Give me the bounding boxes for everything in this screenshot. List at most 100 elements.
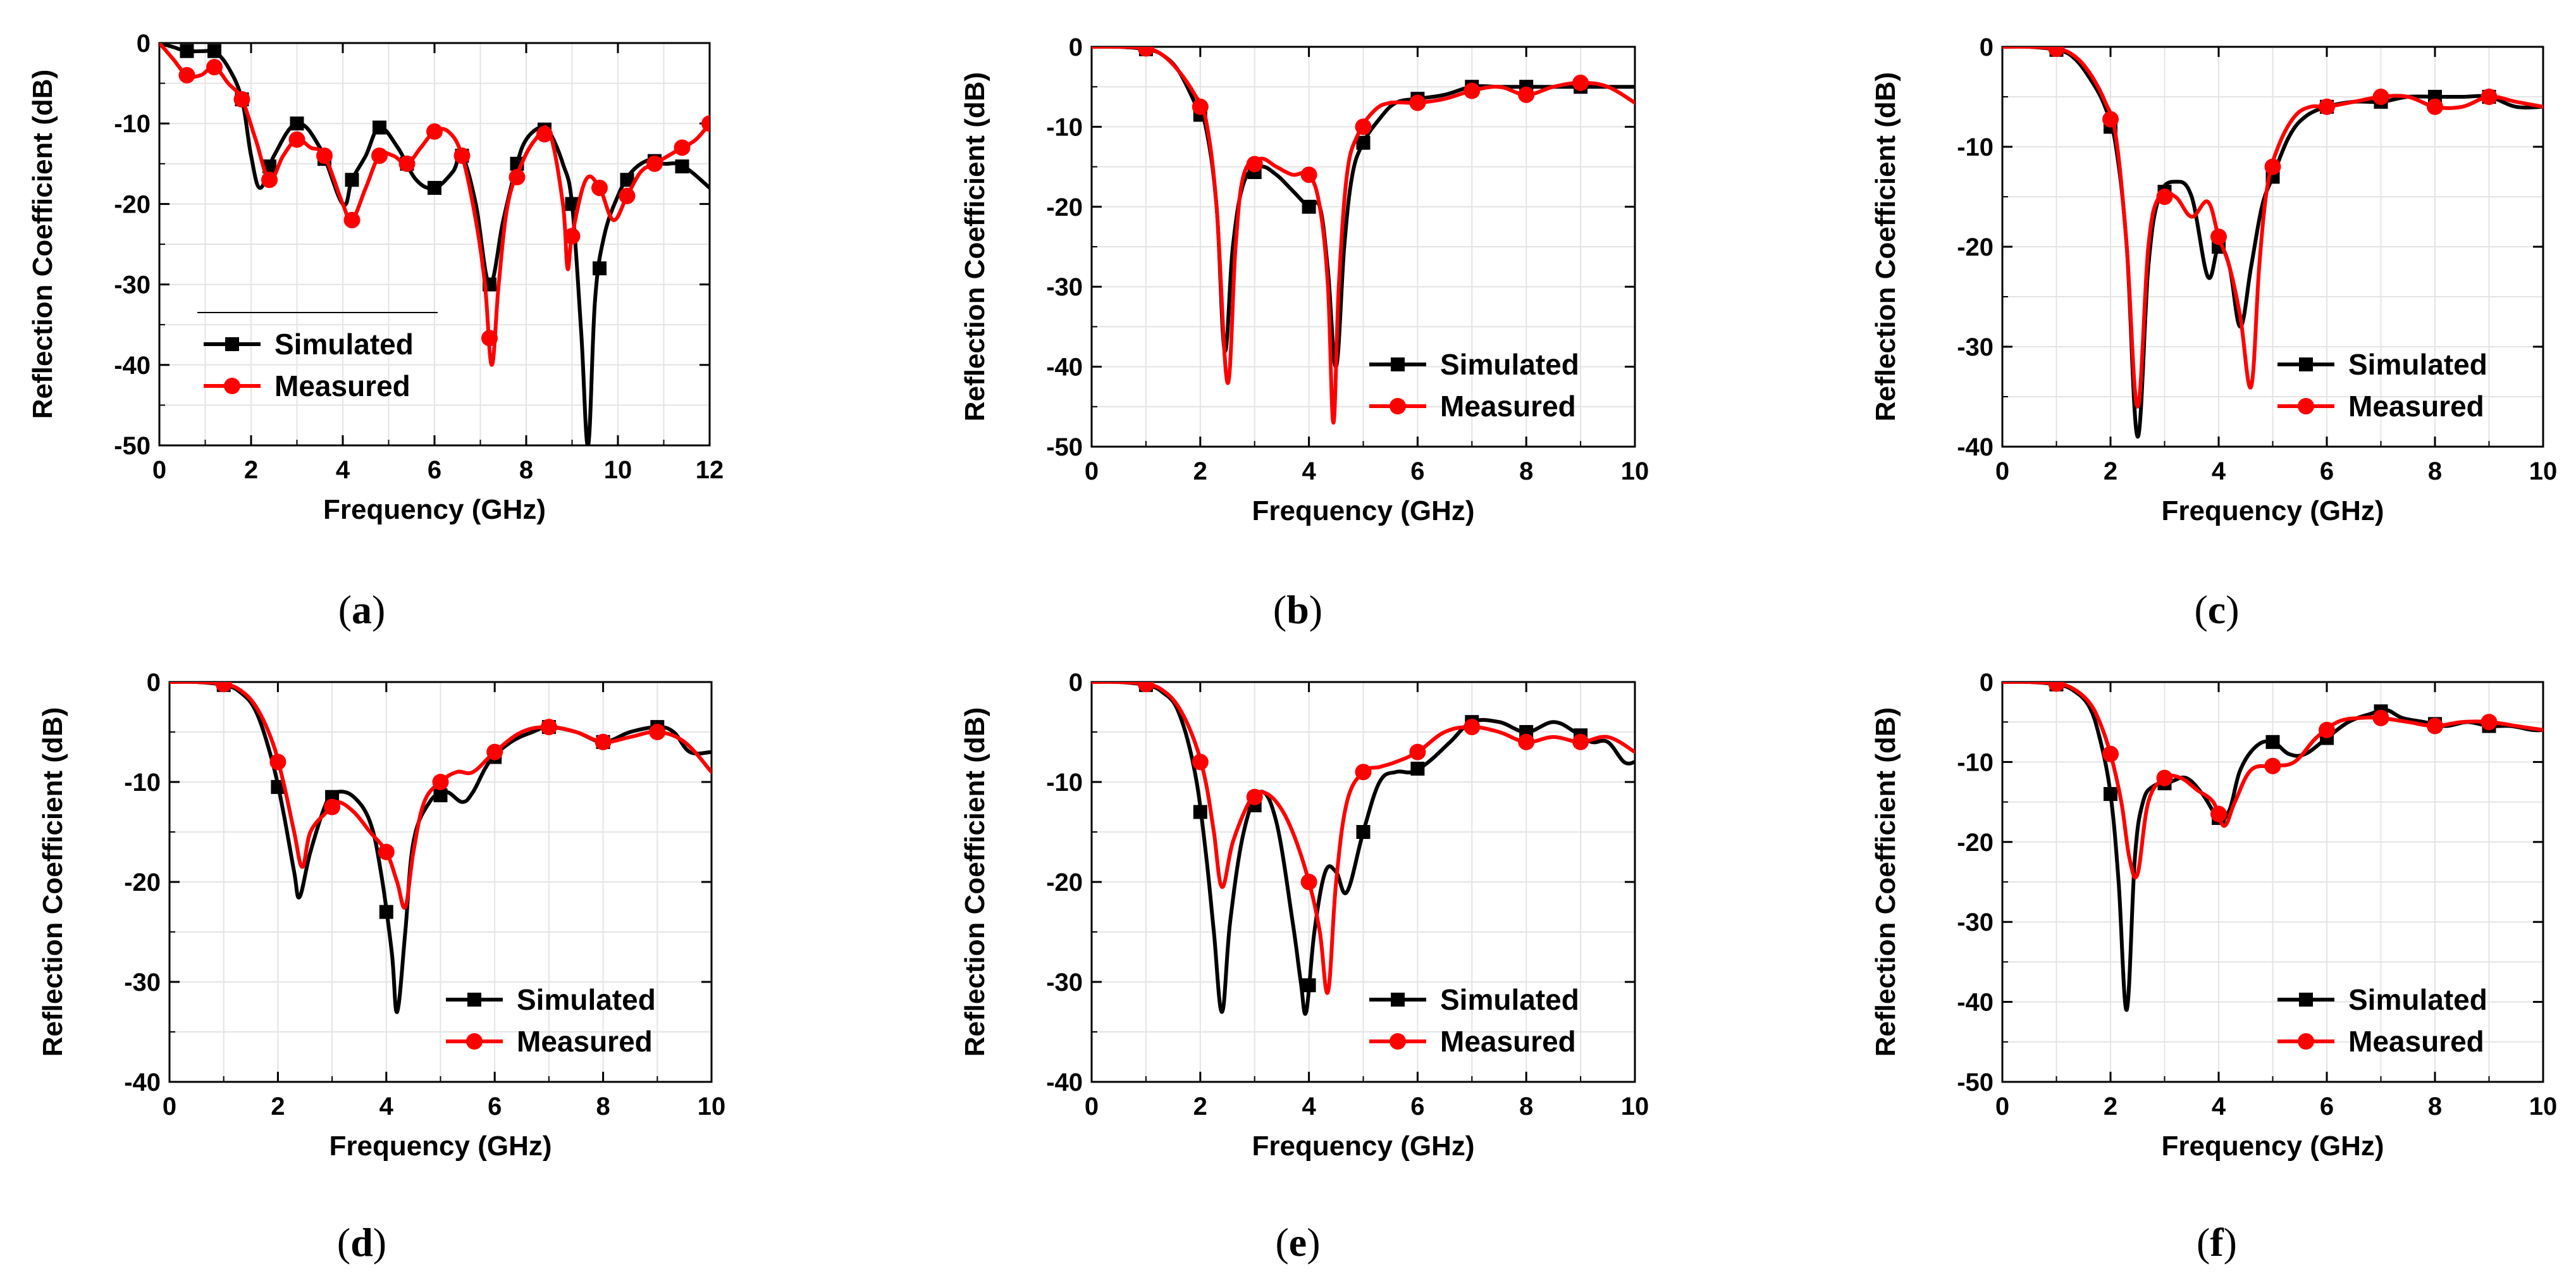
legend-label-measured: Measured bbox=[2348, 390, 2484, 423]
legend-marker-circle bbox=[2298, 398, 2314, 414]
x-tick-label: 0 bbox=[1995, 1093, 2009, 1120]
x-tick-label: 10 bbox=[2529, 457, 2558, 485]
y-tick-label: -40 bbox=[1957, 989, 1994, 1017]
x-tick-label: 10 bbox=[2529, 1093, 2558, 1120]
data-point-circle bbox=[1137, 47, 1154, 57]
data-point-circle bbox=[206, 59, 223, 76]
data-point-circle bbox=[2102, 111, 2119, 128]
chart-d-legend: Simulated Measured bbox=[446, 983, 656, 1058]
data-point-square bbox=[1356, 825, 1371, 839]
data-point-circle bbox=[2210, 228, 2227, 245]
x-tick-label: 2 bbox=[1193, 457, 1207, 485]
data-point-square bbox=[565, 197, 579, 211]
data-point-circle bbox=[1464, 82, 1481, 99]
data-point-circle bbox=[486, 743, 503, 760]
legend-label-measured: Measured bbox=[517, 1025, 653, 1058]
y-axis-label: Reflection Coefficient (dB) bbox=[959, 707, 990, 1057]
x-tick-label: 10 bbox=[698, 1093, 726, 1120]
y-axis-label: Reflection Coefficient (dB) bbox=[1870, 707, 1901, 1057]
legend-label-simulated: Simulated bbox=[1440, 983, 1579, 1016]
y-tick-label: -20 bbox=[1957, 233, 1994, 261]
data-point-circle bbox=[536, 126, 553, 143]
x-tick-label: 2 bbox=[244, 456, 258, 484]
data-point-circle bbox=[1572, 74, 1589, 91]
data-point-square bbox=[620, 173, 634, 187]
chart-e-legend: Simulated Measured bbox=[1369, 983, 1579, 1058]
y-tick-label: -40 bbox=[1957, 433, 1994, 461]
data-point-circle bbox=[646, 155, 663, 172]
y-axis-label: Reflection Coefficient (dB) bbox=[27, 70, 58, 419]
chart-f-grid bbox=[2002, 681, 2544, 1083]
data-point-circle bbox=[2156, 769, 2173, 786]
legend-label-simulated: Simulated bbox=[517, 983, 656, 1016]
y-tick-label: 0 bbox=[137, 30, 151, 58]
y-tick-label: -10 bbox=[124, 769, 161, 797]
data-point-circle bbox=[2210, 805, 2227, 822]
y-tick-label: -20 bbox=[1046, 869, 1083, 896]
data-point-circle bbox=[649, 724, 666, 740]
x-tick-label: 8 bbox=[2428, 457, 2442, 485]
legend-label-simulated: Simulated bbox=[274, 328, 414, 361]
x-tick-label: 0 bbox=[1995, 457, 2009, 485]
x-tick-label: 6 bbox=[1410, 457, 1424, 485]
legend-marker-square bbox=[2299, 993, 2313, 1007]
data-point-circle bbox=[2048, 47, 2065, 58]
chart-a: 0 2 4 6 8 10 12 0 -10 -20 -30 -40 -50 Frequency (GHz)… bbox=[27, 30, 724, 632]
x-tick-label: 4 bbox=[2212, 457, 2226, 485]
y-tick-label: -40 bbox=[1046, 354, 1083, 382]
data-point-circle bbox=[233, 91, 250, 108]
data-point-circle bbox=[453, 147, 471, 164]
chart-f: 0 2 4 6 8 10 0 -10 -20 -30 -40 -50 Frequency (GHz) Re… bbox=[1870, 669, 2557, 1265]
data-point-circle bbox=[261, 171, 278, 189]
data-point-circle bbox=[1409, 94, 1426, 111]
data-point-square bbox=[2265, 735, 2280, 749]
y-tick-label: -50 bbox=[114, 432, 151, 460]
data-point-circle bbox=[564, 228, 581, 245]
series-line-simulated bbox=[1092, 682, 1635, 1016]
y-tick-label: 0 bbox=[1980, 34, 1994, 61]
x-tick-label: 8 bbox=[2428, 1093, 2442, 1120]
data-point-circle bbox=[1409, 743, 1426, 760]
y-axis-label: Reflection Coefficient (dB) bbox=[1870, 72, 1901, 421]
data-point-circle bbox=[343, 211, 361, 228]
data-point-circle bbox=[540, 719, 557, 736]
data-point-square bbox=[433, 788, 448, 803]
data-point-square bbox=[428, 180, 441, 195]
x-tick-label: 6 bbox=[428, 456, 441, 484]
data-point-square bbox=[373, 120, 386, 135]
data-point-circle bbox=[481, 330, 498, 347]
x-tick-label: 2 bbox=[2104, 1093, 2117, 1120]
chart-d-series-measured bbox=[169, 682, 712, 910]
data-point-circle bbox=[1300, 166, 1317, 183]
series-line-measured bbox=[2002, 682, 2543, 880]
chart-b-grid bbox=[1091, 46, 1636, 447]
x-tick-label: 2 bbox=[2104, 457, 2117, 485]
data-point-circle bbox=[701, 115, 710, 132]
chart-d-grid bbox=[169, 681, 712, 1083]
data-point-circle bbox=[2319, 98, 2335, 115]
data-point-circle bbox=[1355, 764, 1372, 781]
x-tick-label: 8 bbox=[1519, 457, 1533, 485]
panel-label-f: (f) bbox=[2197, 1220, 2237, 1265]
legend-marker-circle bbox=[224, 378, 240, 394]
data-point-circle bbox=[1518, 733, 1535, 750]
data-point-circle bbox=[2480, 714, 2498, 731]
data-point-circle bbox=[1518, 86, 1535, 103]
y-tick-label: -30 bbox=[1957, 333, 1994, 361]
chart-c-legend: Simulated Measured bbox=[2277, 348, 2487, 423]
legend-marker-square bbox=[2299, 357, 2313, 371]
y-tick-label: -20 bbox=[124, 869, 161, 896]
chart-c-series-measured bbox=[2002, 47, 2543, 409]
y-tick-label: -30 bbox=[1046, 273, 1083, 301]
data-point-circle bbox=[2264, 158, 2281, 175]
data-point-circle bbox=[2372, 89, 2389, 105]
legend-label-measured: Measured bbox=[2348, 1025, 2484, 1058]
x-tick-label: 4 bbox=[336, 456, 350, 484]
legend-label-simulated: Simulated bbox=[2348, 348, 2487, 381]
data-point-circle bbox=[324, 798, 341, 816]
x-axis-label: Frequency (GHz) bbox=[329, 1131, 552, 1162]
x-tick-label: 0 bbox=[152, 456, 166, 484]
x-tick-label: 2 bbox=[1193, 1093, 1207, 1120]
data-point-circle bbox=[1300, 874, 1317, 890]
